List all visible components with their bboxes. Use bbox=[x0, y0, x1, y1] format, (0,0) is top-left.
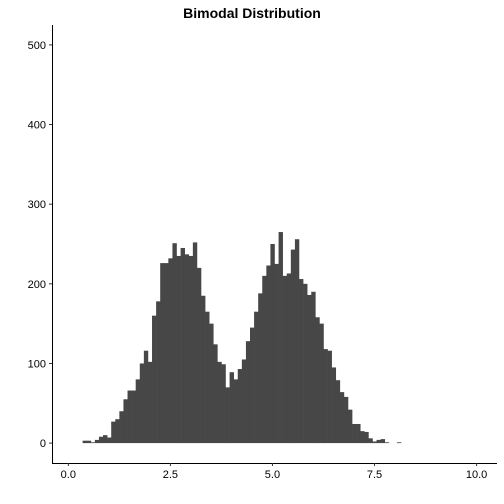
histogram-bar bbox=[331, 367, 337, 444]
histogram-bar bbox=[241, 359, 247, 444]
y-axis-ticks: 0 100 200 300 400 500 bbox=[28, 40, 52, 450]
histogram-bar bbox=[229, 372, 234, 444]
histogram-bar bbox=[107, 437, 112, 444]
histogram-bar bbox=[311, 291, 316, 444]
histogram-bar bbox=[315, 317, 320, 444]
histogram-bar bbox=[372, 441, 377, 444]
histogram-bar bbox=[266, 265, 271, 444]
histogram-bar bbox=[356, 423, 361, 444]
histogram-bar bbox=[123, 399, 128, 444]
histogram-bar bbox=[380, 439, 386, 444]
histogram-bar bbox=[233, 379, 239, 444]
histogram-bar bbox=[319, 323, 324, 444]
histogram-bar bbox=[86, 440, 92, 444]
histogram-bar bbox=[82, 440, 87, 444]
histogram-bar bbox=[213, 344, 218, 444]
histogram-bar bbox=[115, 419, 120, 444]
histogram-bar bbox=[262, 275, 267, 444]
histogram-bar bbox=[274, 263, 279, 444]
histogram-bar bbox=[209, 323, 214, 444]
histogram-bar bbox=[282, 275, 288, 444]
x-axis-ticks: 0.0 2.5 5.0 7.5 10.0 bbox=[61, 463, 487, 481]
x-tick-label: 7.5 bbox=[367, 469, 382, 481]
histogram-bar bbox=[335, 380, 341, 444]
histogram-bar bbox=[327, 350, 332, 444]
histogram-bar bbox=[307, 294, 312, 444]
y-tick-label: 300 bbox=[28, 199, 46, 211]
histogram-bar bbox=[192, 242, 198, 444]
histogram-bar bbox=[164, 263, 169, 444]
histogram-bar bbox=[339, 392, 345, 444]
histogram-bar bbox=[180, 247, 185, 444]
histogram-bar bbox=[364, 431, 369, 444]
histogram-bar bbox=[90, 442, 96, 444]
y-tick-label: 100 bbox=[28, 358, 46, 370]
y-tick-label: 500 bbox=[28, 40, 46, 52]
histogram-bars bbox=[82, 232, 402, 444]
histogram-bar bbox=[323, 349, 328, 444]
histogram-bar bbox=[299, 279, 304, 444]
histogram-bar bbox=[225, 387, 230, 444]
y-tick-label: 0 bbox=[40, 438, 46, 450]
histogram-bar bbox=[143, 350, 149, 444]
histogram-bar bbox=[352, 423, 357, 444]
histogram-bar bbox=[94, 439, 100, 444]
histogram-bar bbox=[152, 315, 157, 444]
histogram-bar bbox=[196, 267, 202, 444]
histogram-bar bbox=[172, 243, 177, 444]
histogram-bar bbox=[294, 239, 300, 444]
x-tick-label: 10.0 bbox=[466, 469, 487, 481]
histogram-bar bbox=[176, 255, 181, 444]
histogram-bar bbox=[139, 363, 145, 444]
x-tick-label: 5.0 bbox=[265, 469, 280, 481]
histogram-bar bbox=[376, 439, 381, 444]
histogram-bar bbox=[119, 411, 124, 444]
histogram-bar bbox=[270, 244, 275, 444]
histogram-bar bbox=[103, 435, 108, 444]
histogram-bar bbox=[168, 258, 173, 444]
histogram-bar bbox=[347, 409, 353, 444]
y-tick-label: 200 bbox=[28, 279, 46, 291]
histogram-bar bbox=[217, 361, 222, 444]
histogram-bar bbox=[188, 255, 194, 444]
histogram-bar bbox=[384, 442, 390, 444]
x-tick-label: 2.5 bbox=[163, 469, 178, 481]
histogram-bar bbox=[147, 361, 153, 444]
histogram-bar bbox=[396, 442, 402, 444]
histogram-bar bbox=[205, 311, 210, 444]
histogram-bar bbox=[254, 311, 259, 444]
histogram-bar bbox=[290, 249, 296, 444]
histogram-bar bbox=[131, 390, 136, 444]
histogram-bar bbox=[258, 293, 263, 444]
histogram-bar bbox=[201, 295, 206, 444]
histogram-bar bbox=[184, 254, 190, 444]
histogram-bar bbox=[111, 421, 116, 444]
histogram-bar bbox=[303, 283, 308, 444]
histogram-bar bbox=[360, 431, 365, 444]
chart-title: Bimodal Distribution bbox=[183, 5, 321, 21]
histogram-bar bbox=[278, 232, 283, 444]
histogram-bar bbox=[343, 396, 349, 444]
histogram-bar bbox=[160, 263, 165, 444]
histogram-bar bbox=[221, 364, 226, 444]
x-tick-label: 0.0 bbox=[61, 469, 76, 481]
histogram-bar bbox=[135, 379, 141, 444]
histogram-bar bbox=[127, 390, 132, 444]
histogram-bar bbox=[250, 327, 255, 444]
histogram-bar bbox=[237, 369, 243, 444]
histogram-bar bbox=[286, 273, 292, 444]
histogram-bar bbox=[245, 341, 251, 444]
histogram-bar bbox=[156, 301, 161, 444]
y-tick-label: 400 bbox=[28, 120, 46, 132]
histogram-bar bbox=[368, 438, 373, 444]
histogram-bar bbox=[98, 436, 104, 444]
